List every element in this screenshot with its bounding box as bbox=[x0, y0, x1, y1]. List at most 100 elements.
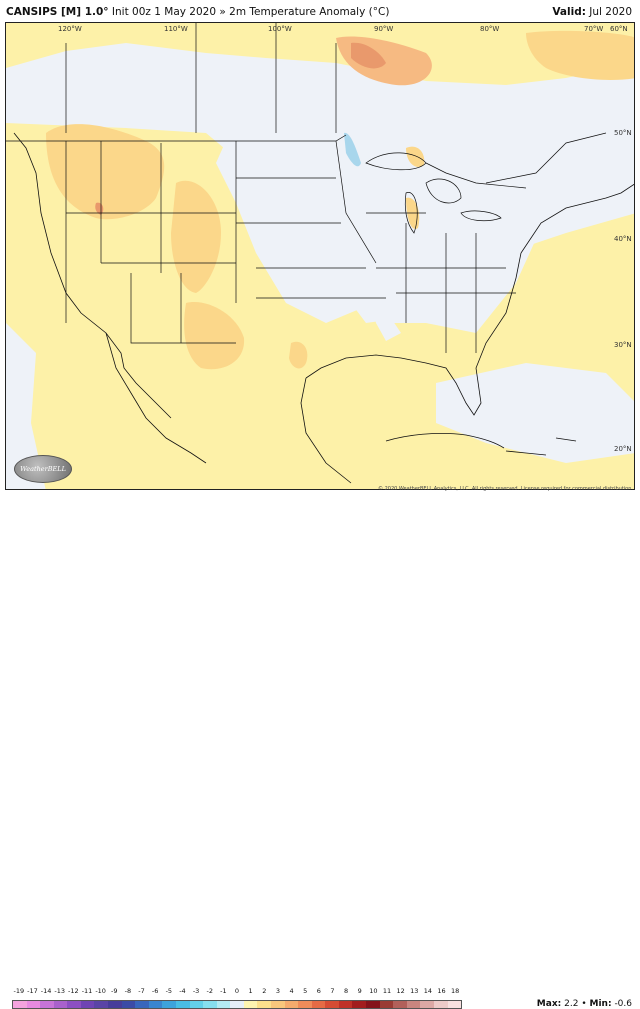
northern-warm-band bbox=[6, 23, 634, 85]
scale-swatch-25 bbox=[352, 1001, 367, 1008]
scale-tick-label: 7 bbox=[330, 987, 335, 995]
lat-label-60n: 60°N bbox=[610, 25, 628, 33]
scale-tick-label: -17 bbox=[27, 987, 38, 995]
plains-neutral bbox=[216, 118, 386, 323]
variable-name: 2m Temperature Anomaly (°C) bbox=[229, 6, 390, 18]
southwest-warm bbox=[184, 302, 245, 370]
scale-tick-label: -11 bbox=[81, 987, 93, 995]
min-value: -0.6 bbox=[614, 999, 632, 1009]
hudson-hotspot bbox=[351, 42, 386, 69]
weatherbell-logo: WeatherBELL bbox=[14, 455, 72, 483]
scale-swatch-2 bbox=[40, 1001, 54, 1008]
legend-area: -19 -17 -14 -13 -12 -11 -10 -9 -8 -7 -6 -5 -4 -3 -2 -1 0… bbox=[0, 492, 640, 1009]
scale-tick-label: 4 bbox=[289, 987, 294, 995]
scale-swatch-14 bbox=[203, 1001, 217, 1008]
northwest-warm bbox=[46, 124, 165, 220]
scale-swatch-9 bbox=[135, 1001, 149, 1008]
scale-swatch-20 bbox=[284, 1001, 299, 1008]
scale-swatch-10 bbox=[148, 1001, 163, 1008]
anomaly-map: 120°W 110°W 100°W 90°W 80°W 70°W 60°N 50… bbox=[5, 22, 635, 490]
scale-tick-label: -2 bbox=[206, 987, 213, 995]
scale-tick-label: 14 bbox=[423, 987, 433, 995]
pacific-neutral bbox=[6, 323, 46, 489]
scale-tick-label: 0 bbox=[234, 987, 240, 995]
northeast-canada-warm bbox=[526, 30, 634, 80]
lat-label-30n: 30°N bbox=[614, 341, 632, 349]
great-lakes bbox=[365, 152, 502, 234]
coastlines bbox=[13, 132, 634, 484]
lon-label-120w: 120°W bbox=[58, 25, 82, 33]
scale-tick-label: -5 bbox=[165, 987, 173, 995]
michigan-warm bbox=[406, 146, 425, 168]
scale-tick-label: -8 bbox=[124, 987, 132, 995]
scale-swatch-28 bbox=[393, 1001, 407, 1008]
lat-label-50n: 50°N bbox=[614, 129, 632, 137]
scale-swatch-31 bbox=[433, 1001, 448, 1008]
scale-swatch-18 bbox=[257, 1001, 271, 1008]
scale-swatch-23 bbox=[325, 1001, 339, 1008]
scale-tick-label: -9 bbox=[111, 987, 118, 995]
logo-text: WeatherBELL bbox=[20, 465, 66, 473]
scale-swatch-21 bbox=[298, 1001, 312, 1008]
scale-swatch-26 bbox=[366, 1001, 380, 1008]
valid-time: Valid: Jul 2020 bbox=[552, 6, 632, 18]
scale-swatch-32 bbox=[447, 1001, 462, 1008]
scale-tick-label: 9 bbox=[357, 987, 362, 995]
scale-tick-label: 11 bbox=[382, 987, 392, 995]
scale-tick-label: -13 bbox=[54, 987, 66, 995]
scale-tick-label: -12 bbox=[68, 987, 79, 995]
lon-label-70w: 70°W bbox=[584, 25, 604, 33]
scale-tick-label: 2 bbox=[262, 987, 267, 995]
scale-swatch-22 bbox=[311, 1001, 326, 1008]
max-value: 2.2 bbox=[564, 999, 579, 1009]
scale-tick-label: 6 bbox=[316, 987, 321, 995]
scale-swatch-3 bbox=[53, 1001, 68, 1008]
scale-swatch-4 bbox=[67, 1001, 81, 1008]
central-rockies-warm bbox=[171, 180, 221, 293]
scale-tick-label: 12 bbox=[396, 987, 405, 995]
scale-swatch-8 bbox=[121, 1001, 136, 1008]
lon-label-80w: 80°W bbox=[480, 25, 500, 33]
scale-swatch-16 bbox=[230, 1001, 244, 1008]
max-min-readout: Max: 2.2 • Min: -0.6 bbox=[537, 999, 632, 1009]
lat-label-40n: 40°N bbox=[614, 235, 632, 243]
scale-tick-label: -10 bbox=[95, 987, 106, 995]
scale-tick-label: -7 bbox=[138, 987, 145, 995]
scale-swatch-13 bbox=[189, 1001, 204, 1008]
color-scale-bar bbox=[12, 1000, 462, 1009]
model-name: CANSIPS [M] 1.0° bbox=[6, 6, 109, 18]
scale-tick-label: 1 bbox=[248, 987, 253, 995]
scale-tick-label: 18 bbox=[451, 987, 460, 995]
scale-tick-label: 8 bbox=[344, 987, 349, 995]
scale-tick-label: 10 bbox=[369, 987, 378, 995]
scale-tick-label: -14 bbox=[40, 987, 52, 995]
init-time: Init 00z 1 May 2020 bbox=[111, 6, 217, 18]
scale-swatch-24 bbox=[338, 1001, 353, 1008]
scale-swatch-30 bbox=[420, 1001, 434, 1008]
valid-value: Jul 2020 bbox=[589, 6, 632, 18]
eastern-neutral bbox=[336, 118, 566, 333]
scale-swatch-5 bbox=[80, 1001, 95, 1008]
lon-label-100w: 100°W bbox=[268, 25, 292, 33]
scale-tick-label: 13 bbox=[410, 987, 419, 995]
scale-swatch-11 bbox=[162, 1001, 176, 1008]
scale-swatch-27 bbox=[379, 1001, 394, 1008]
lat-label-20n: 20°N bbox=[614, 445, 632, 453]
scale-swatch-29 bbox=[406, 1001, 421, 1008]
borders bbox=[6, 23, 607, 353]
header-bar: CANSIPS [M] 1.0° Init 00z 1 May 2020 » 2… bbox=[0, 0, 640, 24]
map-canvas bbox=[6, 23, 634, 489]
map-title: CANSIPS [M] 1.0° Init 00z 1 May 2020 » 2… bbox=[6, 6, 389, 18]
scale-swatch-7 bbox=[108, 1001, 122, 1008]
scale-tick-label: -1 bbox=[220, 987, 227, 995]
gulf-neutral bbox=[376, 318, 401, 341]
min-label: Min: bbox=[589, 999, 612, 1009]
scale-tick-label: -4 bbox=[179, 987, 186, 995]
title-separator: » bbox=[219, 6, 226, 18]
scale-swatch-19 bbox=[270, 1001, 285, 1008]
scale-tick-label: -3 bbox=[192, 987, 200, 995]
scale-swatch-17 bbox=[243, 1001, 258, 1008]
valid-label: Valid: bbox=[552, 6, 586, 18]
max-min-bullet: • bbox=[581, 999, 587, 1009]
